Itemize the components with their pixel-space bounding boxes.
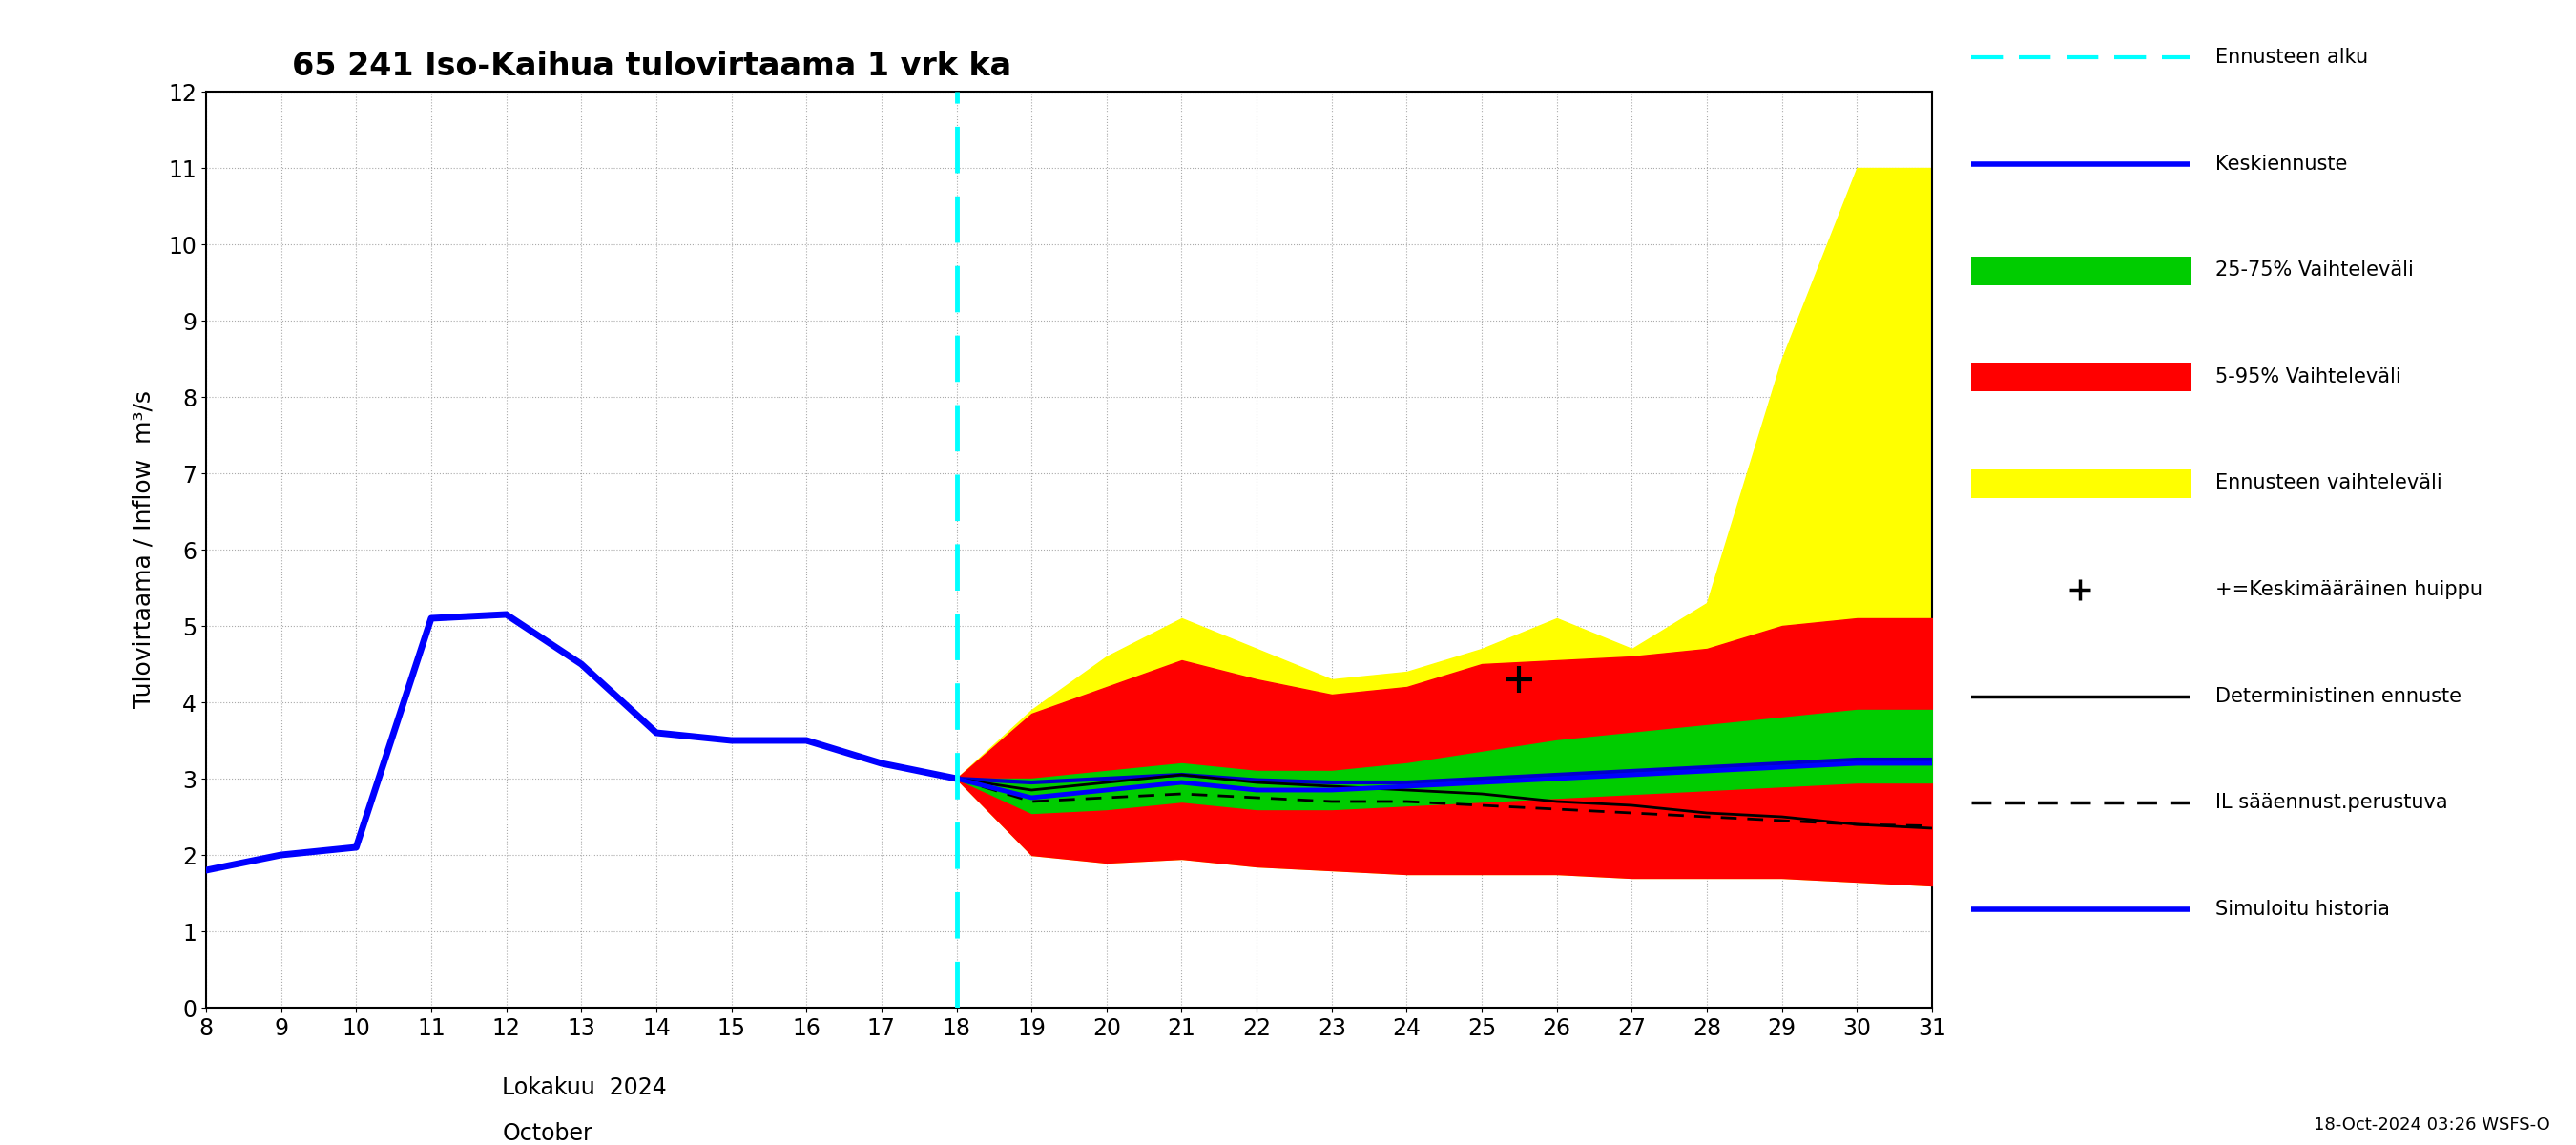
Text: Lokakuu  2024: Lokakuu 2024 xyxy=(502,1076,667,1099)
Y-axis label: Tulovirtaama / Inflow  m³/s: Tulovirtaama / Inflow m³/s xyxy=(131,390,155,709)
Text: IL sääennust.perustuva: IL sääennust.perustuva xyxy=(2215,793,2447,812)
Text: +=Keskimääräinen huippu: +=Keskimääräinen huippu xyxy=(2215,581,2483,599)
Text: Deterministinen ennuste: Deterministinen ennuste xyxy=(2215,687,2463,705)
Text: October: October xyxy=(502,1122,592,1145)
Text: Keskiennuste: Keskiennuste xyxy=(2215,155,2347,173)
Text: 25-75% Vaihteleväli: 25-75% Vaihteleväli xyxy=(2215,261,2414,279)
Text: Ennusteen vaihteleväli: Ennusteen vaihteleväli xyxy=(2215,474,2442,492)
Text: Simuloitu historia: Simuloitu historia xyxy=(2215,900,2391,918)
Text: 5-95% Vaihteleväli: 5-95% Vaihteleväli xyxy=(2215,368,2401,386)
Text: 18-Oct-2024 03:26 WSFS-O: 18-Oct-2024 03:26 WSFS-O xyxy=(2313,1116,2550,1134)
Text: 65 241 Iso-Kaihua tulovirtaama 1 vrk ka: 65 241 Iso-Kaihua tulovirtaama 1 vrk ka xyxy=(291,50,1012,82)
Text: Ennusteen alku: Ennusteen alku xyxy=(2215,48,2367,66)
